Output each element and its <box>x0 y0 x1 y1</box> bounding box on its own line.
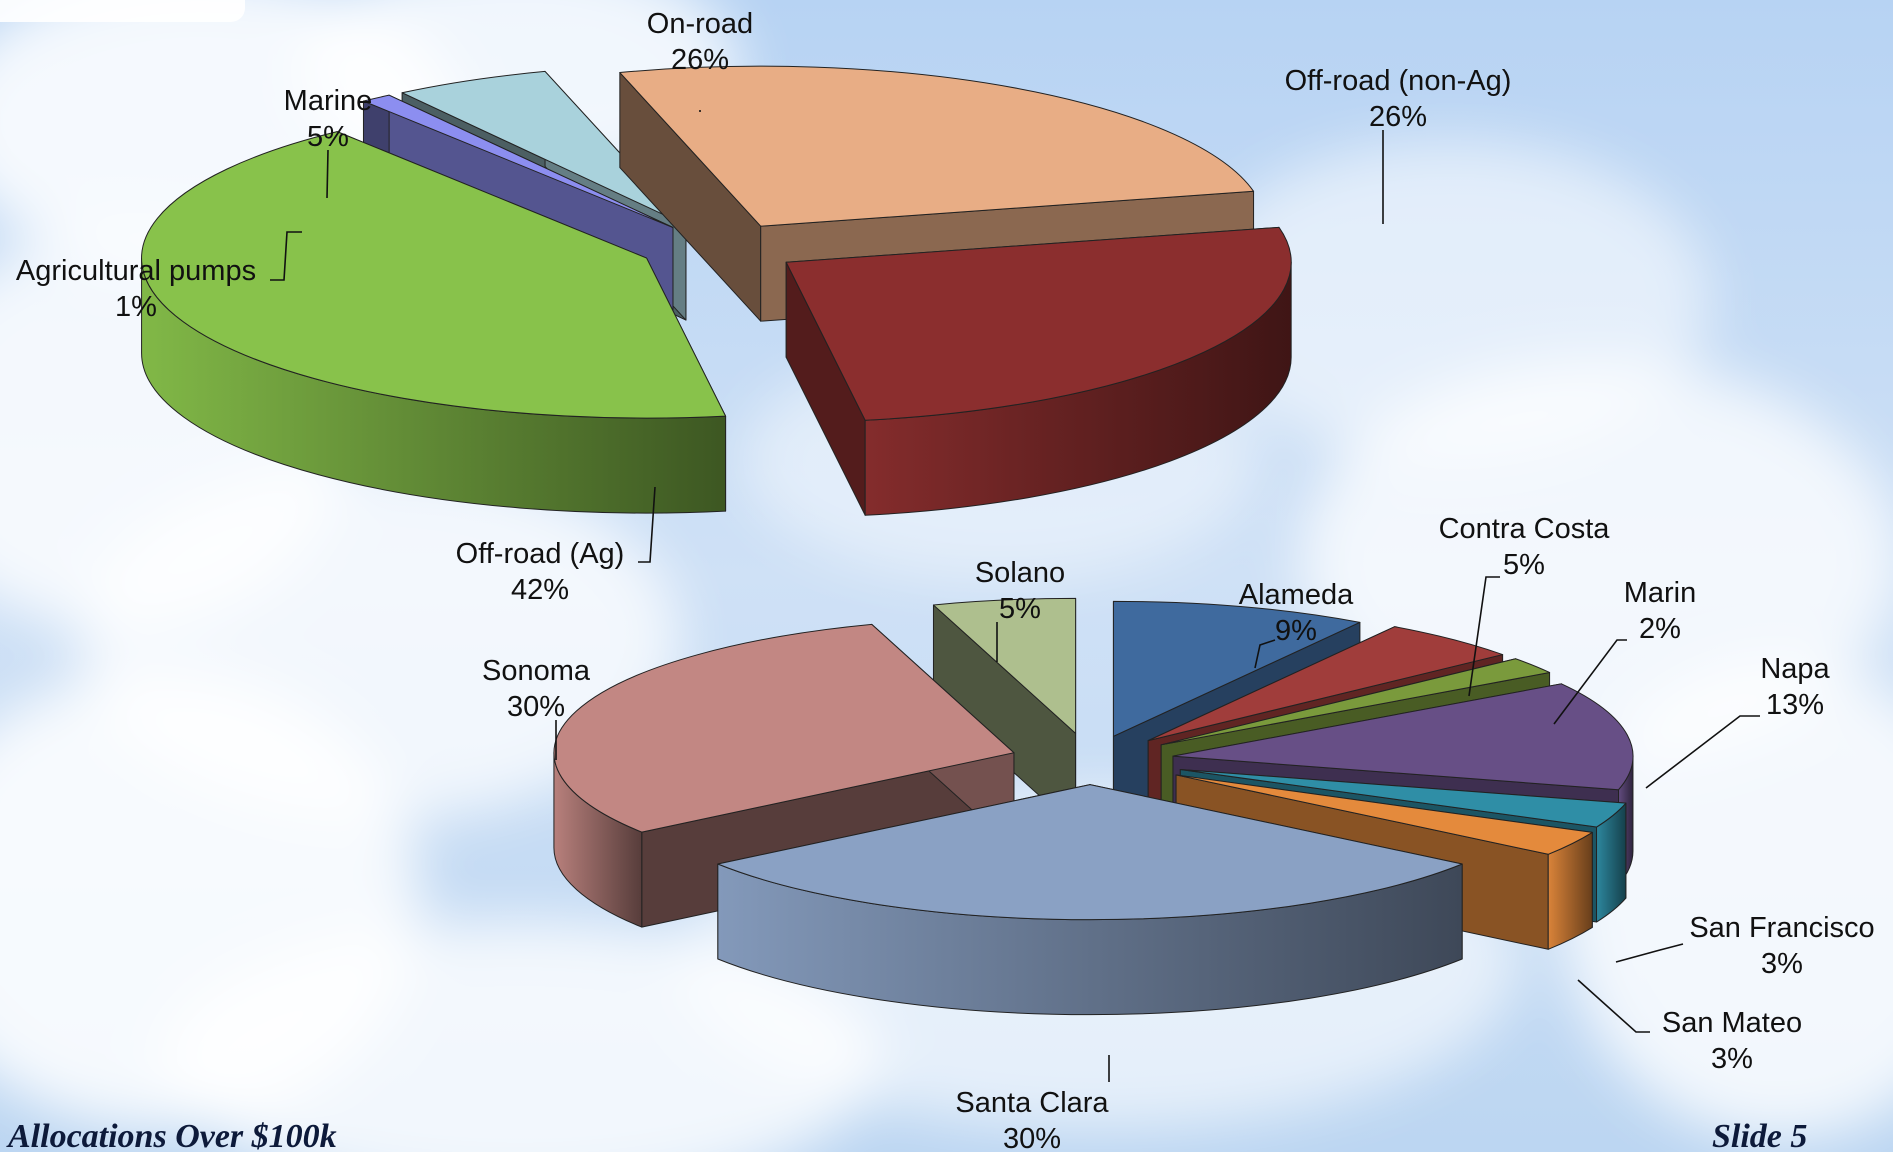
leader-line <box>1553 639 1627 725</box>
percent-label: 30% <box>507 691 565 723</box>
label-sonoma: Sonoma 30% <box>482 655 591 760</box>
category-label: Santa Clara <box>955 1087 1109 1119</box>
leader-line <box>1254 639 1276 669</box>
leader-line <box>1468 576 1500 697</box>
footer-title: Allocations Over $100k <box>8 1118 337 1152</box>
slice-santa-clara <box>717 784 1463 1016</box>
slice-off-road-non-ag <box>785 226 1292 516</box>
category-label: Off-road (Ag) <box>456 538 625 570</box>
percent-label: 5% <box>307 121 349 153</box>
slice-top-face <box>141 131 727 419</box>
leader-line <box>326 149 329 199</box>
percent-label: 30% <box>1003 1123 1061 1152</box>
percent-label: 3% <box>1711 1043 1753 1075</box>
slice-top-face <box>1147 626 1504 742</box>
top-strip <box>0 0 245 22</box>
slide-number: Slide 5 <box>1712 1118 1808 1152</box>
slice-top-face <box>717 784 1463 921</box>
label-off-road-non-ag: Off-road (non-Ag) 26% <box>1285 65 1512 224</box>
percent-label: 13% <box>1766 689 1824 721</box>
percent-label: 9% <box>1275 615 1317 647</box>
slice-top-face <box>619 65 1255 227</box>
category-label: Sonoma <box>482 655 591 687</box>
label-contra-costa: Contra Costa 5% <box>1439 513 1611 697</box>
label-on-road: On-road 26% <box>647 8 753 112</box>
label-marin: Marin 2% <box>1553 577 1697 725</box>
label-off-road-ag: Off-road (Ag) 42% <box>456 486 656 606</box>
slice-off-road-ag <box>141 131 727 514</box>
leader-line <box>1577 979 1650 1033</box>
category-label: San Francisco <box>1689 912 1874 944</box>
slice-top-face <box>932 597 1077 734</box>
category-label: Napa <box>1760 653 1830 685</box>
percent-label: 5% <box>1503 549 1545 581</box>
slice-top-face <box>1175 774 1593 855</box>
slice-top-face <box>1160 658 1551 746</box>
slice-top-face <box>785 226 1292 421</box>
slice-top-face <box>362 94 674 228</box>
category-label: Agricultural pumps <box>16 255 256 287</box>
slice-top-face <box>401 70 687 226</box>
percent-label: 3% <box>1761 948 1803 980</box>
leader-line <box>1615 943 1684 963</box>
category-label: Contra Costa <box>1439 513 1611 545</box>
leader-line <box>1645 715 1760 789</box>
percent-label: 5% <box>999 593 1041 625</box>
slice-top-face <box>1179 769 1627 828</box>
slice-top-face <box>1112 600 1361 737</box>
label-san-mateo: San Mateo 3% <box>1577 979 1802 1075</box>
slice-solano <box>932 597 1077 829</box>
percent-label: 42% <box>511 574 569 606</box>
leader-line <box>638 486 656 563</box>
label-alameda: Alameda 9% <box>1239 579 1354 669</box>
category-label: Marin <box>1624 577 1697 609</box>
category-label: San Mateo <box>1662 1007 1802 1039</box>
slice-top-face <box>553 623 1015 833</box>
category-label: On-road <box>647 8 753 40</box>
label-solano: Solano 5% <box>975 557 1065 662</box>
label-san-francisco: San Francisco 3% <box>1615 912 1875 980</box>
label-marine: Marine 5% <box>284 85 373 199</box>
label-santa-clara: Santa Clara 30% <box>955 1055 1110 1152</box>
county-pie-chart: Alameda 9% Contra Costa 5% Marin 2% Napa 13% San… <box>482 513 1875 1152</box>
category-label: Marine <box>284 85 373 117</box>
percent-label: 1% <box>115 291 157 323</box>
label-napa: Napa 13% <box>1645 653 1831 789</box>
leader-line <box>270 231 302 281</box>
percent-label: 2% <box>1639 613 1681 645</box>
label-agricultural-pumps: Agricultural pumps 1% <box>16 231 302 323</box>
slice-sonoma <box>553 623 1015 928</box>
percent-label: 26% <box>671 44 729 76</box>
category-label: Alameda <box>1239 579 1354 611</box>
category-label: Off-road (non-Ag) <box>1285 65 1512 97</box>
category-label: Solano <box>975 557 1065 589</box>
slice-top-face <box>1172 683 1634 791</box>
percent-label: 26% <box>1369 101 1427 133</box>
